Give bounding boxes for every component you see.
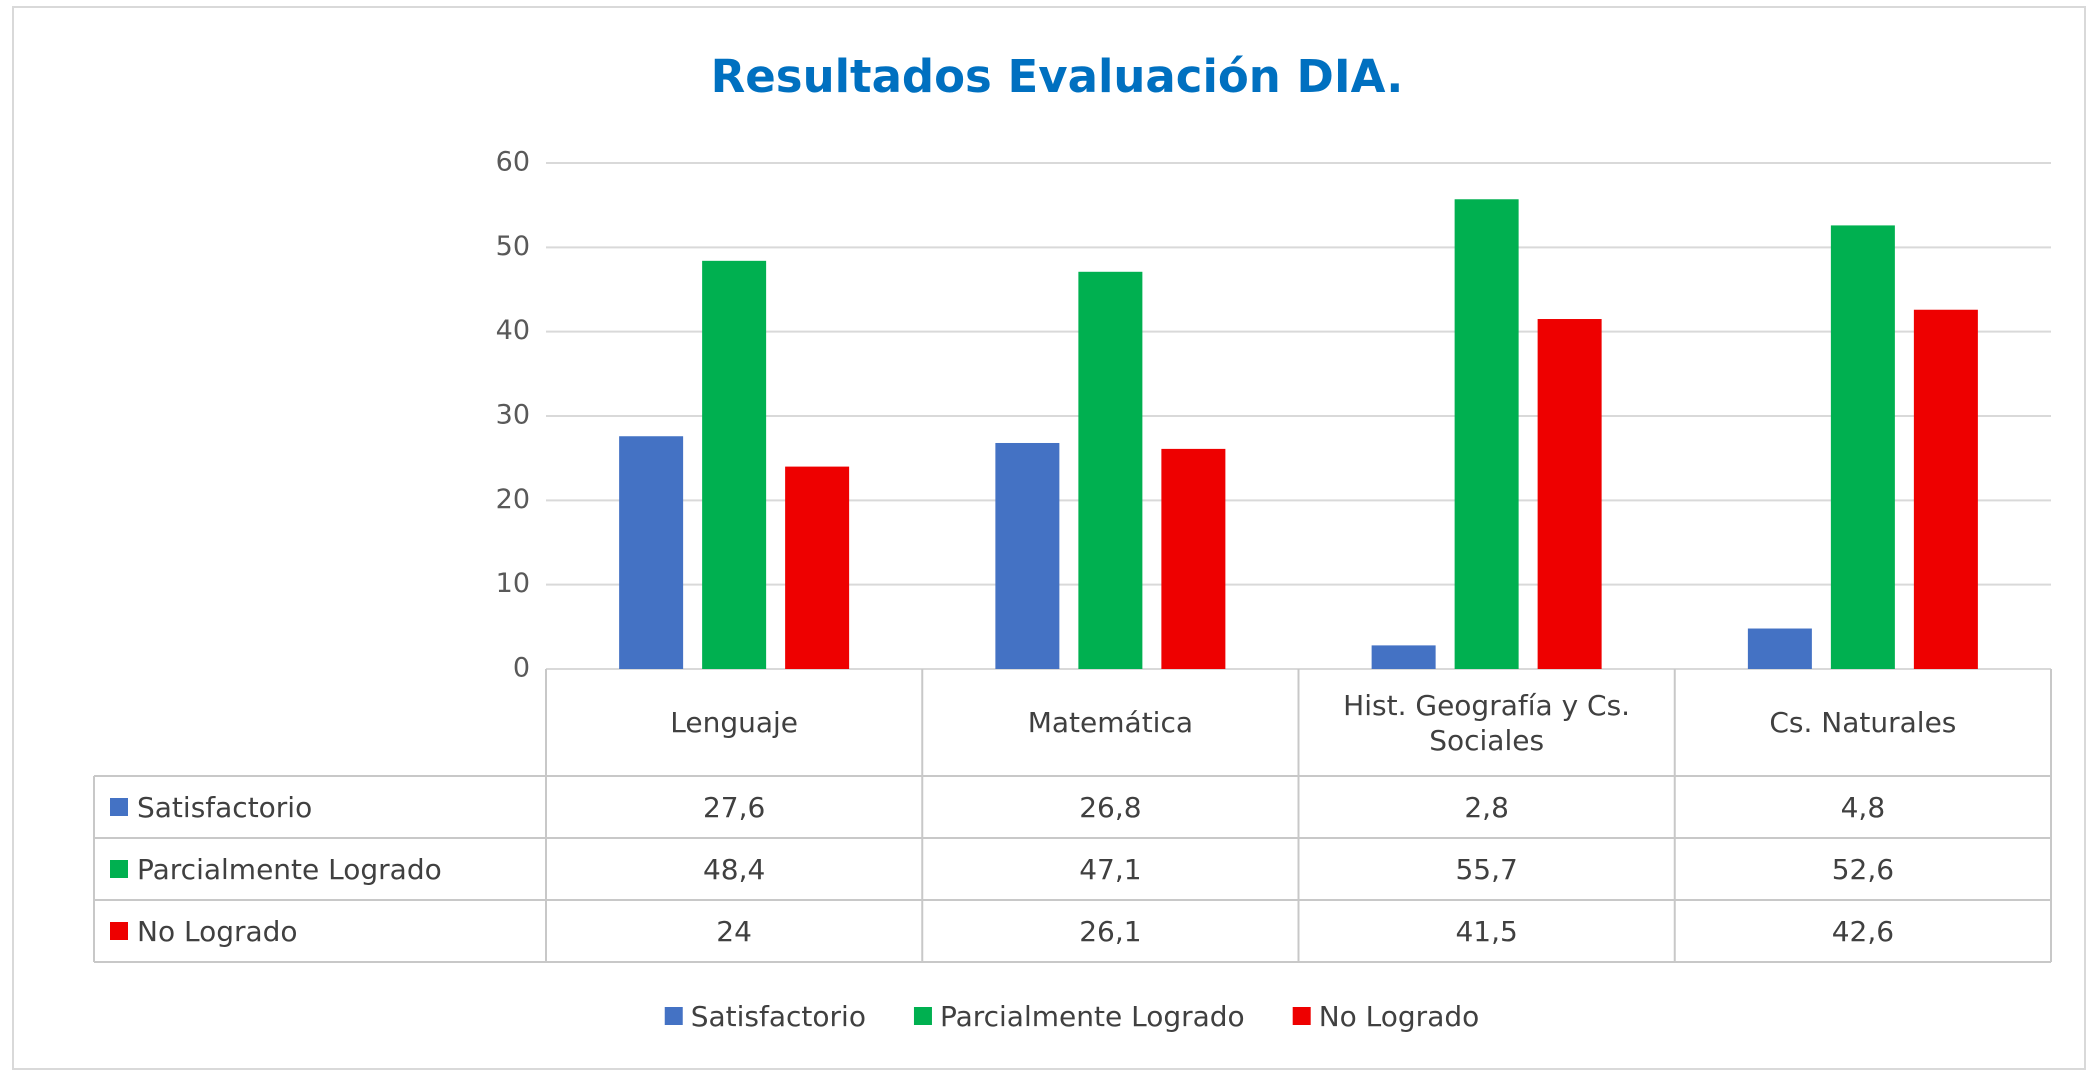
table-value: 47,1	[1079, 853, 1141, 886]
bar	[1830, 225, 1895, 669]
y-tick-label: 40	[496, 315, 530, 346]
table-value: 52,6	[1832, 853, 1894, 886]
bar	[995, 442, 1060, 669]
table-value: 26,8	[1079, 791, 1141, 824]
bar	[1454, 199, 1519, 669]
table-value: 55,7	[1455, 853, 1517, 886]
y-tick-label: 50	[496, 231, 530, 262]
table-value: 27,6	[703, 791, 765, 824]
bar	[1537, 319, 1602, 669]
category-cell: Lenguaje	[670, 706, 798, 739]
bar	[785, 466, 850, 669]
category-cell: Cs. Naturales	[1769, 706, 1957, 739]
y-tick-label: 30	[496, 400, 530, 431]
category-cell: Hist. Geografía y Cs. Sociales	[1343, 688, 1631, 757]
x-tick-label: Lenguaje	[670, 706, 798, 739]
legend-key	[664, 1007, 683, 1025]
bar	[702, 260, 767, 669]
y-tick-label: 0	[513, 653, 530, 684]
y-tick-label: 20	[496, 484, 530, 515]
category-cell: Matemática	[1027, 706, 1193, 739]
chart-title: Resultados Evaluación DIA.	[711, 50, 1404, 103]
legend-key	[913, 1007, 932, 1025]
bar	[1078, 271, 1143, 669]
x-tick-label: Hist. Geografía y Cs. Sociales	[1343, 688, 1631, 757]
legend-key	[110, 860, 128, 878]
legend-key	[1292, 1007, 1311, 1025]
legend-key	[110, 922, 128, 940]
bar	[1913, 309, 1978, 669]
legend-label: No Logrado	[1319, 1000, 1480, 1033]
table-value: 2,8	[1464, 791, 1509, 824]
table-row-label: Parcialmente Logrado	[137, 853, 442, 886]
legend-key	[110, 798, 128, 816]
legend-label: Parcialmente Logrado	[940, 1000, 1245, 1033]
table-value: 4,8	[1841, 791, 1886, 824]
y-tick-label: 60	[496, 147, 530, 178]
legend-label: Satisfactorio	[691, 1000, 866, 1033]
table-row-label: Satisfactorio	[137, 791, 312, 824]
x-tick-label: Cs. Naturales	[1769, 706, 1957, 739]
bar	[1161, 448, 1226, 669]
bar	[1371, 645, 1436, 669]
table-value: 26,1	[1079, 915, 1141, 948]
y-tick-label: 10	[496, 568, 530, 599]
x-tick-label: Matemática	[1027, 706, 1193, 739]
table-row-label: No Logrado	[137, 915, 298, 948]
bar	[619, 436, 684, 669]
bar	[1747, 628, 1812, 669]
table-value: 24	[716, 915, 752, 948]
table-value: 48,4	[703, 853, 765, 886]
table-value: 42,6	[1832, 915, 1894, 948]
table-value: 41,5	[1455, 915, 1517, 948]
